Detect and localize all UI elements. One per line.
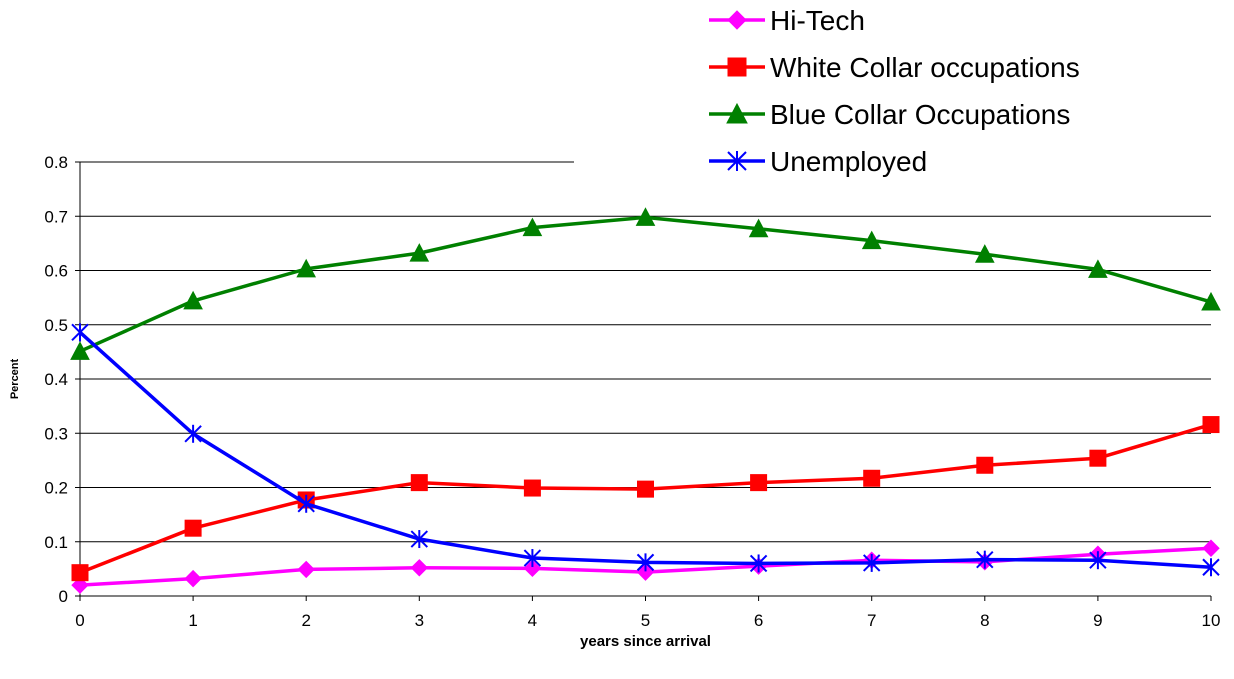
data-point-square-marker [637, 480, 654, 498]
data-point-square-marker [863, 469, 881, 487]
data-point-triangle-marker [70, 341, 90, 360]
data-point-star-marker [71, 323, 89, 342]
series-lines [70, 207, 1221, 594]
data-point-square-marker [71, 564, 89, 582]
series-3 [71, 323, 1220, 577]
data-point-triangle-marker [409, 243, 430, 262]
data-point-diamond-marker [636, 563, 655, 581]
x-tick-labels: 0 1 2 3 4 5 6 7 8 9 10 [75, 611, 1220, 630]
data-point-triangle-marker [861, 230, 882, 250]
data-point-star-marker [523, 549, 542, 568]
data-point-triangle-marker [183, 290, 203, 310]
y-tick-label: 0.6 [44, 262, 68, 281]
data-point-star-marker [184, 424, 202, 443]
legend-background [576, 0, 1234, 190]
data-point-diamond-marker [184, 569, 202, 588]
legend-label: White Collar occupations [770, 52, 1080, 83]
data-point-square-marker [1089, 449, 1107, 467]
x-tick-label: 6 [754, 611, 763, 630]
x-tick-label: 4 [528, 611, 537, 630]
data-point-star-marker [297, 494, 315, 513]
legend: Hi-Tech White Collar occupations Blue Coll… [576, 0, 1234, 190]
data-point-square-marker [727, 57, 747, 77]
gridlines [80, 161, 1211, 543]
data-point-triangle-marker [1088, 259, 1108, 278]
x-tick-label: 2 [301, 611, 310, 630]
legend-label: Blue Collar Occupations [770, 99, 1070, 130]
data-point-triangle-marker [296, 258, 317, 278]
data-point-triangle-marker [1201, 291, 1221, 311]
y-tick-label: 0 [59, 587, 68, 606]
series-line [79, 422, 1212, 575]
x-tick-label: 10 [1202, 611, 1221, 630]
data-point-star-marker [410, 530, 429, 549]
data-point-star-marker [1202, 558, 1220, 577]
series-1 [71, 416, 1220, 582]
data-point-triangle-marker [522, 217, 543, 237]
legend-label: Unemployed [770, 146, 927, 177]
data-point-star-marker [636, 553, 655, 572]
data-point-diamond-marker [727, 10, 747, 30]
y-tick-label: 0.3 [44, 424, 68, 443]
data-point-square-marker [750, 474, 768, 492]
data-point-diamond-marker [410, 559, 429, 577]
data-point-triangle-marker [726, 102, 748, 124]
x-axis-label: years since arrival [580, 633, 711, 650]
series-line [78, 331, 1212, 569]
legend-label: Hi-Tech [770, 5, 865, 36]
y-tick-label: 0.4 [44, 370, 68, 389]
series-line [79, 215, 1212, 353]
data-point-star-marker [1089, 551, 1107, 570]
data-point-diamond-marker [523, 559, 542, 578]
legend-item: Hi-Tech [709, 5, 865, 36]
y-axis-label: Percent [9, 358, 21, 399]
axes [75, 161, 1212, 601]
y-tick-label: 0.2 [44, 479, 68, 498]
data-point-triangle-marker [635, 207, 656, 226]
data-point-triangle-marker [974, 244, 995, 263]
data-point-diamond-marker [1202, 539, 1220, 557]
legend-item: Blue Collar Occupations [709, 99, 1070, 130]
data-point-square-marker [523, 479, 541, 497]
x-tick-label: 3 [415, 611, 424, 630]
data-point-square-marker [1202, 416, 1220, 434]
y-tick-label: 0.1 [44, 533, 68, 552]
data-point-star-marker [727, 151, 747, 171]
series-2 [70, 207, 1221, 360]
x-tick-label: 0 [75, 611, 84, 630]
x-tick-label: 1 [188, 611, 197, 630]
legend-item: Unemployed [709, 146, 927, 177]
data-point-diamond-marker [297, 560, 315, 579]
x-tick-label: 8 [980, 611, 989, 630]
data-point-star-marker [976, 550, 994, 569]
y-tick-labels: 0 0.1 0.2 0.3 0.4 0.5 0.6 0.7 0.8 [44, 153, 68, 606]
data-point-square-marker [184, 519, 202, 537]
x-tick-label: 5 [641, 611, 650, 630]
data-point-triangle-marker [748, 218, 769, 238]
data-point-star-marker [749, 554, 768, 573]
x-tick-label: 9 [1093, 611, 1102, 630]
data-point-square-marker [410, 474, 428, 492]
data-point-star-marker [862, 553, 881, 572]
legend-item: White Collar occupations [709, 52, 1080, 83]
y-tick-label: 0.8 [44, 153, 68, 172]
y-tick-label: 0.7 [44, 207, 68, 226]
data-point-square-marker [976, 456, 994, 474]
y-tick-label: 0.5 [44, 316, 68, 335]
x-tick-label: 7 [867, 611, 876, 630]
